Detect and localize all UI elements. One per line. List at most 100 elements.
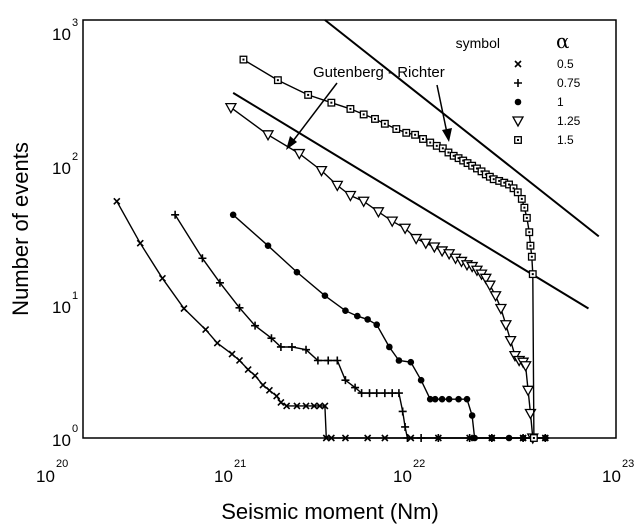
annotation-arrow-right — [436, 84, 448, 134]
data-point — [525, 228, 534, 237]
data-point — [381, 434, 389, 442]
data-point — [438, 395, 446, 403]
gutenberg-richter-line — [324, 19, 600, 238]
data-point — [483, 280, 496, 292]
data-point — [380, 389, 389, 398]
data-point — [489, 291, 502, 303]
data-point — [259, 381, 267, 389]
data-point — [331, 180, 344, 192]
data-point — [273, 392, 281, 400]
legend-symbol — [514, 136, 522, 144]
data-point — [417, 376, 425, 384]
data-point — [417, 434, 426, 442]
series-alpha-1 — [229, 211, 549, 442]
data-point — [513, 188, 522, 197]
data-point — [522, 213, 531, 222]
data-point — [359, 110, 368, 119]
data-point — [372, 389, 381, 398]
data-point — [380, 119, 389, 128]
svg-text:10: 10 — [52, 298, 71, 317]
data-point — [264, 242, 272, 249]
data-point — [426, 138, 435, 147]
legend-label: 1.5 — [557, 133, 574, 147]
data-point — [327, 434, 335, 442]
data-point — [541, 434, 549, 442]
legend-header-alpha: α — [556, 29, 570, 53]
legend-symbol — [514, 79, 522, 87]
y-tick-label: 10 3 — [52, 17, 78, 44]
y-tick-label: 10 2 — [52, 151, 78, 178]
data-point — [402, 128, 411, 137]
data-point — [313, 356, 322, 365]
data-point — [372, 207, 385, 219]
legend-header-symbol: symbol — [456, 35, 500, 51]
y-axis: 10 0 10 1 10 2 10 3 Number of events — [8, 17, 78, 450]
data-point — [283, 402, 291, 410]
legend-label: 1 — [557, 95, 564, 109]
data-point — [529, 434, 538, 442]
data-point — [315, 165, 328, 177]
svg-text:10: 10 — [52, 25, 71, 44]
annotation-arrow-left — [292, 82, 338, 142]
svg-text:10: 10 — [52, 431, 71, 450]
data-point — [438, 144, 447, 153]
data-point — [419, 238, 432, 250]
svg-text:10: 10 — [393, 467, 412, 486]
data-point — [310, 402, 318, 410]
data-point — [171, 210, 180, 219]
data-point — [479, 273, 492, 285]
data-point — [333, 356, 342, 365]
data-point — [213, 339, 221, 347]
data-point — [267, 334, 276, 343]
data-point — [244, 365, 252, 374]
data-point — [528, 270, 537, 279]
data-point — [113, 197, 121, 205]
data-point — [398, 223, 412, 235]
svg-text:10: 10 — [36, 467, 55, 486]
data-point — [371, 114, 379, 123]
svg-text:23: 23 — [622, 458, 634, 470]
data-point — [341, 376, 350, 385]
y-tick-label: 10 0 — [52, 423, 78, 450]
data-point — [504, 335, 517, 347]
legend-label: 1.25 — [557, 114, 581, 128]
data-point — [455, 395, 462, 403]
y-tick-label: 10 1 — [52, 290, 78, 317]
data-point — [519, 361, 532, 373]
data-point — [463, 395, 471, 403]
data-point — [445, 395, 453, 403]
data-point — [202, 326, 210, 334]
data-point — [527, 252, 536, 261]
data-point — [293, 148, 306, 160]
data-point — [499, 320, 512, 332]
data-point — [431, 395, 439, 403]
legend-label: 0.75 — [557, 76, 581, 90]
data-point — [273, 76, 282, 85]
plot-frame — [82, 19, 617, 439]
series-line — [230, 107, 534, 439]
data-point — [321, 402, 329, 410]
data-point — [341, 434, 350, 442]
svg-text:21: 21 — [234, 458, 246, 470]
data-point — [287, 342, 296, 351]
x-tick-label: 10 23 — [602, 458, 634, 486]
data-point — [293, 268, 301, 276]
data-point — [180, 304, 188, 313]
data-point — [373, 321, 381, 329]
data-point — [215, 278, 224, 287]
data-point — [410, 233, 423, 245]
x-tick-label: 10 20 — [36, 458, 68, 486]
data-point — [407, 358, 415, 366]
data-point — [357, 389, 366, 398]
data-point — [471, 434, 478, 442]
data-point — [468, 412, 476, 419]
annotation-text: Gutenberg - Richter — [313, 64, 445, 81]
data-point — [426, 395, 434, 403]
data-point — [265, 386, 273, 394]
legend-item: 0.5 — [514, 57, 574, 71]
data-point — [488, 434, 496, 442]
data-point — [304, 90, 313, 99]
legend-item: 0.75 — [514, 76, 581, 90]
data-point — [419, 135, 427, 143]
